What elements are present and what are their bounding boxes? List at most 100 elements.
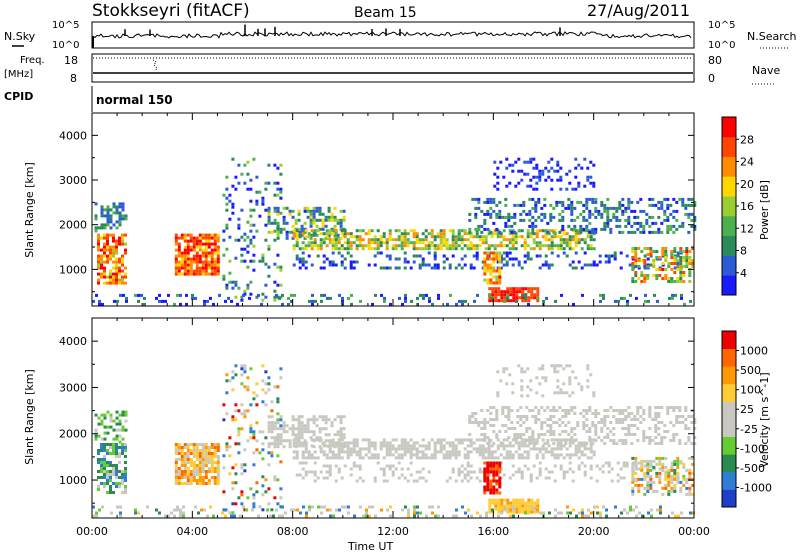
- range-cell: [640, 462, 644, 466]
- range-cell: [216, 269, 220, 273]
- range-cell: [603, 224, 607, 228]
- range-cell: [537, 433, 541, 436]
- range-cell: [343, 464, 347, 468]
- range-cell: [481, 438, 485, 442]
- range-cell: [631, 480, 635, 484]
- range-cell: [297, 427, 301, 431]
- range-cell: [312, 445, 316, 449]
- range-cell: [373, 247, 377, 251]
- range-cell: [301, 251, 305, 255]
- range-cell: [115, 434, 119, 438]
- range-cell: [297, 227, 301, 231]
- range-cell: [303, 427, 307, 431]
- colorbar-tick-label: 1000: [740, 345, 768, 358]
- range-cell: [339, 427, 343, 431]
- range-cell: [541, 235, 545, 239]
- range-cell: [404, 505, 407, 509]
- range-cell: [103, 248, 106, 252]
- range-cell: [657, 406, 661, 409]
- range-cell: [216, 272, 220, 276]
- range-cell: [213, 467, 217, 470]
- range-cell: [174, 470, 178, 473]
- range-cell: [97, 260, 100, 264]
- range-cell: [255, 403, 259, 407]
- range-cell: [488, 299, 492, 303]
- range-cell: [691, 259, 695, 262]
- range-cell: [500, 507, 504, 511]
- range-cell: [115, 410, 119, 414]
- range-cell: [118, 202, 122, 206]
- range-cell: [530, 498, 534, 502]
- range-cell: [534, 218, 538, 222]
- range-cell: [427, 441, 431, 445]
- range-cell: [549, 203, 553, 207]
- range-cell: [436, 438, 440, 442]
- range-cell: [282, 227, 286, 231]
- range-cell: [112, 491, 115, 494]
- range-cell: [472, 235, 476, 239]
- range-cell: [566, 511, 569, 515]
- range-cell: [101, 505, 104, 509]
- range-cell: [483, 424, 487, 427]
- range-cell: [594, 424, 598, 427]
- range-cell: [523, 260, 527, 264]
- range-cell: [645, 221, 649, 225]
- range-cell: [494, 287, 498, 291]
- range-cell: [122, 293, 125, 297]
- range-cell: [682, 474, 686, 478]
- range-cell: [649, 483, 653, 487]
- range-cell: [210, 257, 214, 261]
- range-cell: [679, 459, 683, 463]
- range-cell: [562, 438, 566, 442]
- range-cell: [486, 436, 490, 439]
- range-cell: [331, 450, 335, 454]
- range-cell: [201, 482, 205, 485]
- range-cell: [550, 247, 554, 251]
- range-cell: [505, 367, 509, 371]
- range-cell: [228, 436, 232, 440]
- range-cell: [643, 274, 647, 277]
- range-cell: [681, 415, 685, 418]
- range-cell: [565, 447, 569, 451]
- range-cell: [491, 508, 494, 512]
- range-cell: [509, 501, 513, 505]
- range-cell: [322, 260, 326, 264]
- range-cell: [493, 450, 497, 454]
- range-cell: [103, 458, 106, 461]
- range-cell: [664, 250, 668, 253]
- range-cell: [681, 203, 685, 207]
- range-cell: [454, 456, 458, 460]
- range-cell: [492, 470, 496, 474]
- range-cell: [409, 438, 413, 442]
- range-cell: [577, 447, 581, 451]
- range-cell: [103, 485, 106, 488]
- range-cell: [261, 493, 265, 497]
- range-cell: [330, 215, 334, 219]
- colorbar-tick-label: 16: [740, 200, 754, 213]
- range-cell: [492, 269, 496, 273]
- y-tick-label: 1000: [59, 263, 87, 276]
- range-cell: [538, 247, 542, 251]
- range-cell: [573, 439, 577, 442]
- range-cell: [342, 415, 346, 419]
- range-cell: [349, 241, 353, 245]
- range-cell: [496, 456, 500, 460]
- range-cell: [481, 456, 485, 460]
- range-cell: [494, 498, 498, 502]
- range-cell: [573, 412, 577, 415]
- range-cell: [343, 450, 347, 454]
- range-cell: [483, 488, 487, 492]
- range-cell: [535, 376, 539, 380]
- range-cell: [106, 443, 109, 446]
- range-cell: [288, 212, 292, 216]
- range-cell: [523, 464, 527, 468]
- range-cell: [355, 438, 359, 442]
- range-cell: [562, 247, 566, 251]
- colorbar-segment: [722, 436, 736, 455]
- range-cell: [489, 257, 493, 261]
- range-cell: [394, 257, 398, 261]
- range-cell: [556, 438, 560, 442]
- range-cell: [541, 438, 545, 442]
- range-cell: [388, 441, 392, 445]
- range-cell: [246, 409, 250, 413]
